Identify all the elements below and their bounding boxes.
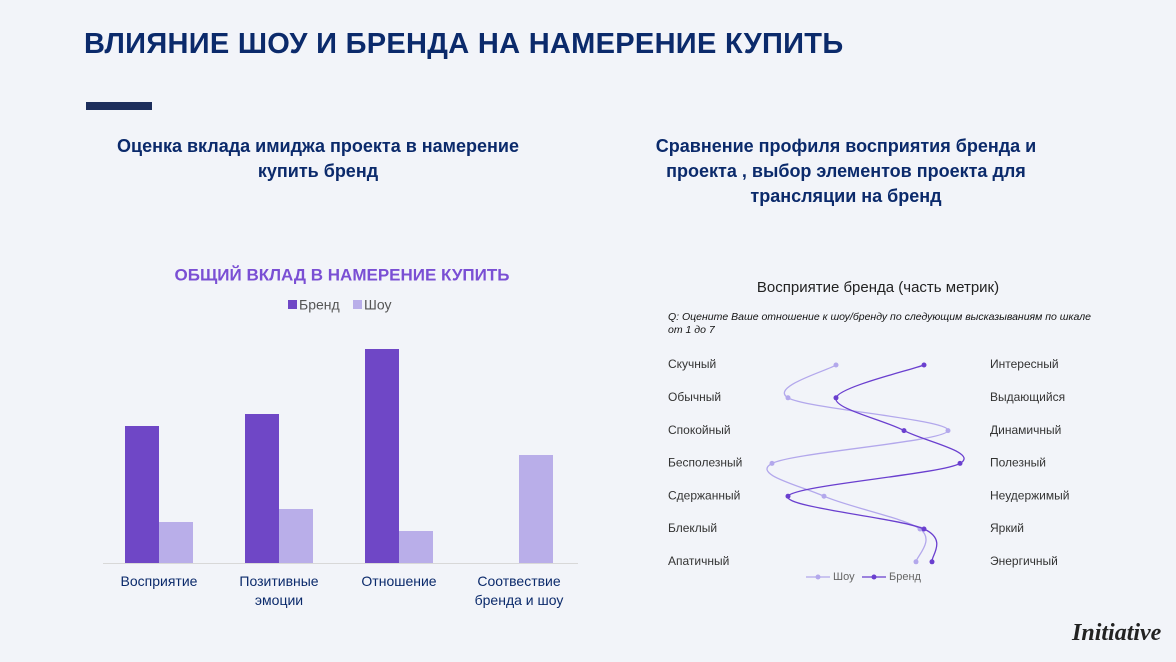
left-label: Бесполезный bbox=[668, 456, 742, 470]
legend-dot bbox=[871, 574, 877, 580]
point bbox=[901, 428, 907, 434]
legend-swatch bbox=[353, 300, 362, 309]
point bbox=[921, 526, 927, 532]
logo: Initiative bbox=[1072, 620, 1162, 646]
bar bbox=[159, 522, 193, 563]
series-line bbox=[787, 364, 965, 562]
question: Q: Оцените Ваше отношение к шоу/бренду п… bbox=[668, 311, 1091, 336]
left-label: Апатичный bbox=[668, 554, 729, 568]
point bbox=[769, 460, 775, 466]
bar bbox=[125, 426, 159, 563]
chart-title: Восприятие бренда (часть метрик) bbox=[757, 279, 999, 296]
left-label: Спокойный bbox=[668, 423, 731, 437]
legend-swatch bbox=[288, 300, 297, 309]
right-label: Полезный bbox=[990, 456, 1046, 470]
left-label: Обычный bbox=[668, 390, 721, 404]
right-heading: Сравнение профиля восприятия бренда и пр… bbox=[655, 136, 1037, 206]
left-label: Блеклый bbox=[668, 521, 717, 535]
point bbox=[921, 362, 927, 368]
legend-dot bbox=[815, 574, 821, 580]
point bbox=[833, 362, 839, 368]
x-tick-label: Восприятие bbox=[120, 573, 198, 589]
slide-title: ВЛИЯНИЕ ШОУ И БРЕНДА НА НАМЕРЕНИЕ КУПИТЬ bbox=[84, 28, 844, 60]
left-label: Сдержанный bbox=[668, 488, 740, 502]
point bbox=[833, 395, 839, 401]
bar bbox=[279, 509, 313, 563]
legend-label: Бренд bbox=[299, 297, 340, 313]
point bbox=[785, 493, 791, 499]
left-label: Скучный bbox=[668, 357, 716, 371]
right-label: Динамичный bbox=[990, 423, 1061, 437]
point bbox=[957, 460, 963, 466]
legend-label: Шоу bbox=[833, 571, 855, 583]
point bbox=[913, 559, 919, 565]
series-line bbox=[766, 364, 949, 563]
left-heading: Оценка вклада имиджа проекта в намерение… bbox=[117, 136, 519, 181]
chart-title: ОБЩИЙ ВКЛАД В НАМЕРЕНИЕ КУПИТЬ bbox=[175, 265, 510, 284]
point bbox=[785, 395, 791, 401]
bar bbox=[245, 414, 279, 563]
right-label: Яркий bbox=[990, 521, 1024, 535]
x-tick-label: Позитивные эмоции bbox=[239, 573, 319, 608]
right-label: Энергичный bbox=[990, 554, 1058, 568]
point bbox=[945, 428, 951, 434]
bar bbox=[519, 455, 553, 563]
right-label: Выдающийся bbox=[990, 390, 1065, 404]
accent-bar bbox=[86, 102, 152, 110]
legend-label: Шоу bbox=[364, 297, 391, 313]
right-label: Интересный bbox=[990, 357, 1059, 371]
bar bbox=[365, 349, 399, 563]
point bbox=[821, 493, 827, 499]
x-tick-label: Отношение bbox=[361, 573, 437, 589]
point bbox=[929, 559, 935, 565]
right-label: Неудержимый bbox=[990, 488, 1069, 502]
bar bbox=[399, 531, 433, 563]
legend-label: Бренд bbox=[889, 571, 922, 583]
x-tick-label: Соотвествие бренда и шоу bbox=[474, 573, 564, 608]
